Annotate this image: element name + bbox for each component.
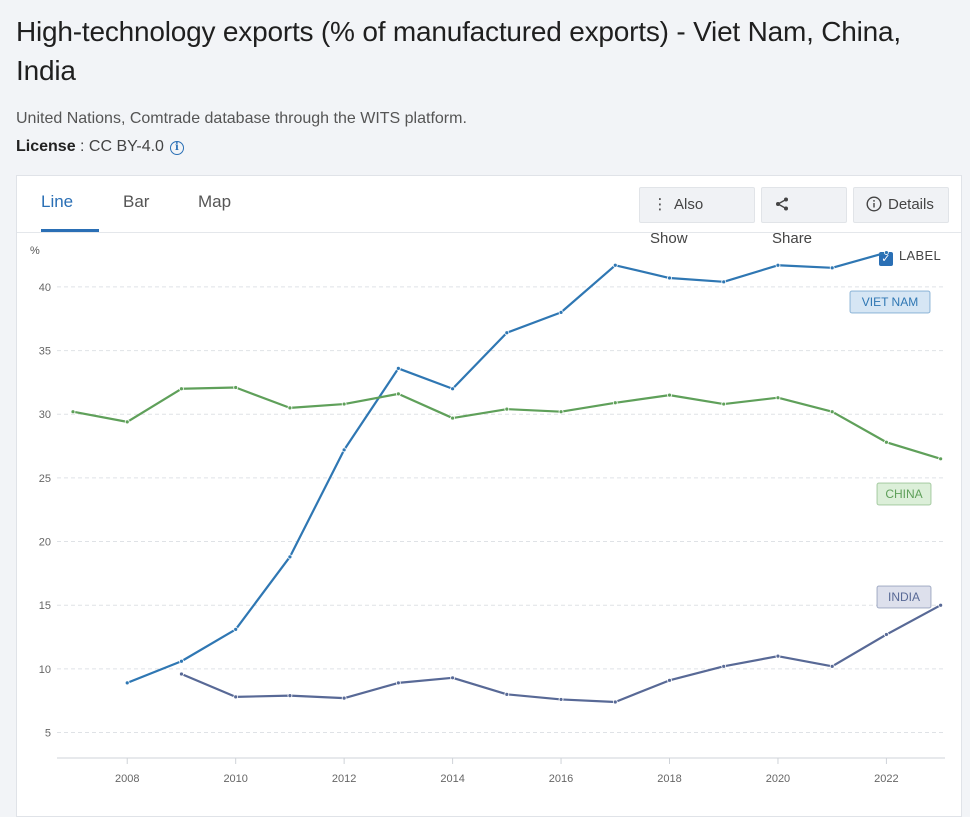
data-point — [395, 680, 401, 686]
data-point — [504, 406, 510, 412]
line-chart: % 5 10 15 20 25 30 35 40 2008 2010 2012 2014 2016 2018… — [30, 245, 945, 785]
data-point — [287, 405, 293, 411]
label-toggle-text: LABEL — [899, 248, 941, 263]
chart-tabs: Line Bar Map ⋮ Also Show Share Details — [17, 176, 961, 247]
data-point — [558, 697, 564, 702]
data-point — [179, 386, 184, 392]
share-label: Share — [772, 230, 813, 247]
data-point — [341, 695, 347, 701]
data-point — [829, 663, 835, 669]
y-axis-label: % — [30, 245, 40, 257]
x-tick-label: 2016 — [549, 773, 573, 785]
series-line-china — [72, 386, 941, 460]
data-point — [450, 415, 455, 421]
label-checkbox[interactable]: ✓ — [879, 252, 893, 266]
data-point — [721, 401, 727, 407]
license-label: License — [16, 138, 76, 155]
also-show-label: Also Show — [650, 196, 704, 247]
page-title: High-technology exports (% of manufactur… — [16, 16, 902, 86]
x-tick-label: 2012 — [332, 773, 356, 785]
source-text: United Nations, Comtrade database throug… — [16, 110, 467, 127]
series-label-box — [849, 290, 931, 314]
data-point — [233, 385, 239, 390]
series-label-box — [876, 585, 932, 609]
data-point — [504, 330, 510, 336]
y-tick-label: 10 — [39, 664, 51, 676]
y-tick-label: 15 — [39, 600, 51, 612]
license-value: : CC BY-4.0 — [75, 138, 164, 155]
data-point — [612, 699, 618, 705]
vertical-dots-icon: ⋮ — [652, 196, 668, 213]
y-tick-label: 25 — [39, 473, 51, 485]
y-tick-label: 40 — [39, 282, 51, 294]
data-point — [233, 694, 239, 700]
data-point — [829, 409, 835, 415]
data-point — [884, 632, 889, 637]
data-point — [287, 693, 293, 699]
series-label-box — [876, 482, 932, 506]
data-point — [124, 419, 130, 425]
tab-line[interactable]: Line — [41, 192, 99, 232]
share-button[interactable]: Share — [761, 187, 847, 247]
data-point — [884, 250, 889, 255]
data-point — [395, 366, 401, 371]
x-tick-label: 2022 — [874, 773, 898, 785]
label-toggle[interactable]: ✓ LABEL — [879, 248, 941, 266]
info-icon — [864, 188, 884, 222]
data-point — [667, 275, 672, 281]
data-point — [287, 554, 293, 560]
y-tick-label: 20 — [39, 537, 51, 549]
data-point — [667, 677, 672, 683]
data-point — [558, 309, 564, 315]
data-point — [233, 627, 239, 632]
data-point — [721, 663, 727, 669]
y-tick-label: 35 — [39, 346, 51, 358]
data-point — [667, 392, 672, 398]
share-icon — [772, 188, 792, 222]
x-tick-label: 2010 — [223, 773, 247, 785]
also-show-button[interactable]: ⋮ Also Show — [639, 187, 755, 247]
chart-panel: Line Bar Map ⋮ Also Show Share Details — [16, 175, 962, 817]
license-line: License : CC BY-4.0 i — [16, 138, 184, 156]
data-point — [341, 447, 347, 453]
series-line-viet-nam — [126, 251, 887, 684]
data-point — [504, 691, 510, 697]
x-tick-label: 2020 — [766, 773, 790, 785]
data-point — [70, 409, 76, 415]
data-point — [450, 386, 455, 392]
y-tick-label: 30 — [39, 409, 51, 421]
data-point — [179, 658, 184, 664]
series-label: INDIA — [888, 590, 920, 604]
y-tick-label: 5 — [45, 728, 51, 740]
data-point — [721, 279, 727, 285]
details-label: Details — [888, 196, 934, 213]
data-point — [558, 409, 564, 415]
data-point — [612, 400, 618, 406]
tab-bar[interactable]: Bar — [123, 192, 150, 211]
details-button[interactable]: Details — [853, 187, 949, 223]
data-point — [884, 439, 889, 445]
data-point — [775, 653, 781, 659]
data-point — [450, 675, 455, 681]
data-point — [775, 395, 781, 401]
data-point — [775, 262, 781, 268]
data-point — [341, 401, 347, 407]
data-point — [395, 391, 401, 397]
data-point — [124, 680, 130, 686]
series-label: CHINA — [885, 487, 922, 501]
x-tick-label: 2014 — [440, 773, 464, 785]
data-point — [179, 671, 184, 677]
tab-map[interactable]: Map — [198, 192, 232, 211]
data-point — [938, 602, 944, 608]
info-icon[interactable]: i — [169, 141, 184, 155]
data-point — [612, 262, 618, 268]
series-line-india — [181, 604, 942, 704]
data-point — [829, 265, 835, 271]
x-tick-label: 2018 — [657, 773, 681, 785]
data-point — [938, 456, 944, 462]
series-label: VIET NAM — [862, 295, 918, 309]
x-tick-label: 2008 — [115, 773, 139, 785]
